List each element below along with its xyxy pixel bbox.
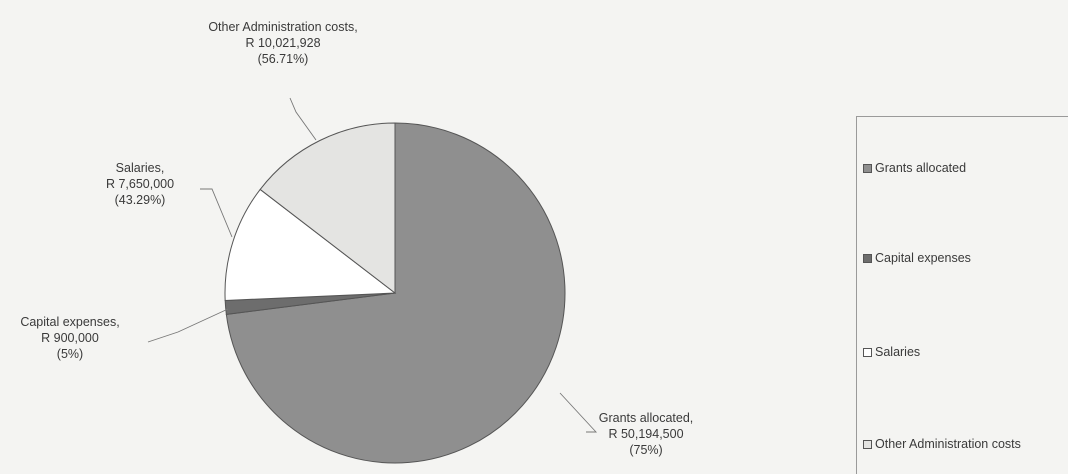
legend-item-capital-expenses: Capital expenses [863,251,971,265]
leader-line-other-administration-costs [289,97,317,141]
slice-label-capital-expenses: Capital expenses, R 900,000 (5%) [20,315,119,361]
slice-label-grants-allocated: Grants allocated, R 50,194,500 (75%) [599,411,694,457]
slice-label-line: (5%) [57,347,83,361]
slice-label-other-administration-costs: Other Administration costs, R 10,021,928 (… [208,20,357,66]
slice-label-line: R 10,021,928 [245,36,320,50]
legend: Grants allocated Capital expenses Salari… [856,116,1068,474]
legend-label-salaries: Salaries [875,345,921,359]
slice-label-line: Capital expenses, [20,315,119,329]
leader-line-grants-allocated [559,392,598,433]
legend-swatch-other-administration-costs [863,439,872,449]
slice-label-line: R 900,000 [41,331,99,345]
slice-label-line: Grants allocated, [599,411,694,425]
slice-label-line: (43.29%) [115,193,166,207]
slice-label-line: R 7,650,000 [106,177,174,191]
slice-label-salaries: Salaries, R 7,650,000 (43.29%) [106,161,174,207]
pie-slices [224,122,566,464]
legend-item-grants-allocated: Grants allocated [863,161,966,175]
slice-label-line: R 50,194,500 [608,427,683,441]
leader-line-capital-expenses [147,308,229,343]
slice-label-line: (75%) [629,443,662,457]
slice-labels: Grants allocated, R 50,194,500 (75%) Capita… [20,20,693,457]
slice-label-line: Other Administration costs, [208,20,357,34]
pie-slice-other-administration-costs [259,122,396,295]
legend-swatch-capital-expenses [863,253,872,263]
slice-label-line: Salaries, [116,161,165,175]
legend-swatch-grants-allocated [863,163,872,173]
leader-lines [147,97,598,433]
leader-line-salaries [200,188,233,238]
legend-item-other-administration-costs: Other Administration costs [863,437,1021,451]
legend-label-other-administration-costs: Other Administration costs [875,437,1021,451]
legend-swatch-salaries [863,347,872,357]
legend-label-capital-expenses: Capital expenses [875,251,971,265]
pie-slice-salaries [224,188,397,301]
legend-label-grants-allocated: Grants allocated [875,161,967,175]
legend-item-salaries: Salaries [863,345,920,359]
slice-label-line: (56.71%) [258,52,309,66]
